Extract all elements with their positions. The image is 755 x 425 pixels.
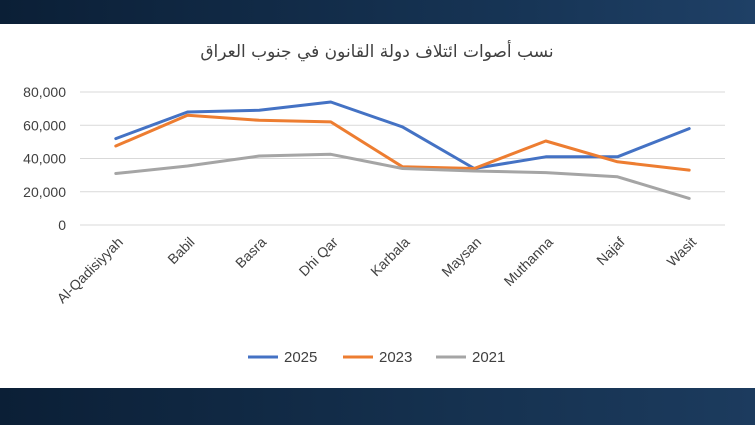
x-tick-label: Najaf: [593, 234, 628, 269]
legend-label-2023: 2023: [379, 349, 412, 366]
y-tick-label: 60,000: [23, 117, 66, 133]
chart-title: نسب أصوات ائتلاف دولة القانون في جنوب ال…: [200, 40, 553, 62]
y-tick-label: 80,000: [23, 84, 66, 100]
x-axis-ticks: Al-Qadisiyyah Babil Basra Dhi Qar Karbala May…: [54, 234, 700, 307]
legend: 2025 2023 2021: [248, 349, 505, 366]
x-tick-label: Muthanna: [501, 234, 556, 289]
y-tick-label: 40,000: [23, 151, 66, 167]
x-tick-label: Babil: [164, 234, 197, 267]
x-tick-label: Wasit: [664, 234, 700, 270]
y-tick-label: 20,000: [23, 184, 66, 200]
series-line-2025: [114, 100, 691, 170]
series-line-2023: [114, 113, 691, 172]
y-axis-ticks: 80,000 60,000 40,000 20,000 0: [23, 84, 66, 233]
legend-label-2025: 2025: [284, 349, 317, 366]
x-tick-label: Dhi Qar: [296, 234, 342, 280]
legend-label-2021: 2021: [472, 349, 505, 366]
top-banner: [0, 0, 755, 24]
gridlines: [80, 91, 725, 226]
bottom-banner: [0, 388, 755, 425]
x-tick-label: Karbala: [367, 234, 413, 280]
y-tick-label: 0: [58, 217, 66, 233]
series-line-2021: [114, 152, 691, 200]
series-lines: [114, 100, 691, 200]
x-tick-label: Maysan: [438, 234, 484, 280]
x-tick-label: Basra: [232, 234, 269, 271]
x-tick-label: Al-Qadisiyyah: [54, 234, 126, 306]
chart-panel: [0, 24, 755, 388]
